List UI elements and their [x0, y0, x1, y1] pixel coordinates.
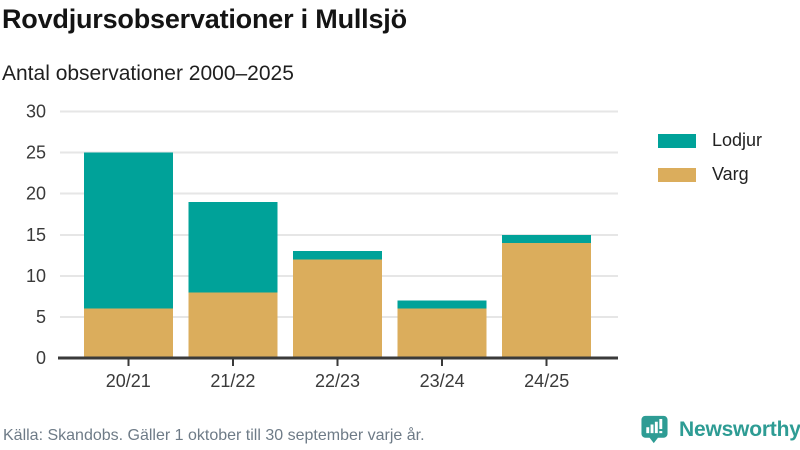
- y-tick-label: 5: [36, 307, 46, 327]
- speech-bubble-shape: [641, 415, 668, 444]
- legend-swatch-varg: [658, 167, 696, 182]
- bar-segment-varg-23-24: [397, 308, 487, 358]
- legend-item-varg: Varg: [658, 164, 762, 185]
- newsworthy-logo: Newsworthy: [639, 414, 800, 445]
- logo-bars-glyph: [646, 419, 663, 434]
- y-tick-label: 15: [26, 225, 46, 245]
- legend-label-varg: Varg: [712, 164, 749, 184]
- legend-item-lodjur: Lodjur: [658, 130, 762, 151]
- legend-swatch-lodjur: [658, 133, 696, 148]
- bar-segment-lodjur-24-25: [502, 234, 592, 244]
- chart-title: Rovdjursobservationer i Mullsjö: [2, 4, 407, 34]
- bar-segment-varg-21-22: [188, 292, 278, 358]
- source-note: Källa: Skandobs. Gäller 1 oktober till 3…: [3, 427, 425, 444]
- x-tick-label: 23/24: [420, 371, 465, 391]
- bar-segment-lodjur-20-21: [83, 152, 173, 309]
- bar-segment-varg-24-25: [502, 243, 592, 358]
- x-tick-label: 24/25: [524, 371, 569, 391]
- bar-segment-lodjur-23-24: [397, 300, 487, 309]
- bar-segment-lodjur-22-23: [293, 251, 382, 260]
- y-tick-label: 10: [26, 266, 46, 286]
- y-tick-label: 20: [26, 184, 46, 204]
- bar-segment-varg-22-23: [293, 259, 382, 358]
- bar-segment-varg-20-21: [83, 308, 173, 358]
- x-tick-label: 22/23: [315, 371, 360, 391]
- stacked-bar-chart: 0 5 10 15 20 25 30 20/21 21/22 22/23 23/24 24/25: [26, 102, 618, 391]
- x-tick-label: 21/22: [210, 371, 255, 391]
- bar-segment-lodjur-21-22: [188, 201, 278, 293]
- y-tick-label: 30: [26, 102, 46, 122]
- x-tick-label: 20/21: [106, 371, 151, 391]
- legend-label-lodjur: Lodjur: [712, 130, 763, 150]
- chart-legend: Lodjur Varg: [658, 130, 762, 198]
- y-tick-label: 25: [26, 143, 46, 163]
- y-tick-label: 0: [36, 348, 46, 368]
- newsworthy-speech-bubble-bar-chart-icon: [641, 415, 668, 444]
- newsworthy-logo-text: Newsworthy: [679, 417, 800, 441]
- chart-subtitle: Antal observationer 2000–2025: [2, 62, 294, 85]
